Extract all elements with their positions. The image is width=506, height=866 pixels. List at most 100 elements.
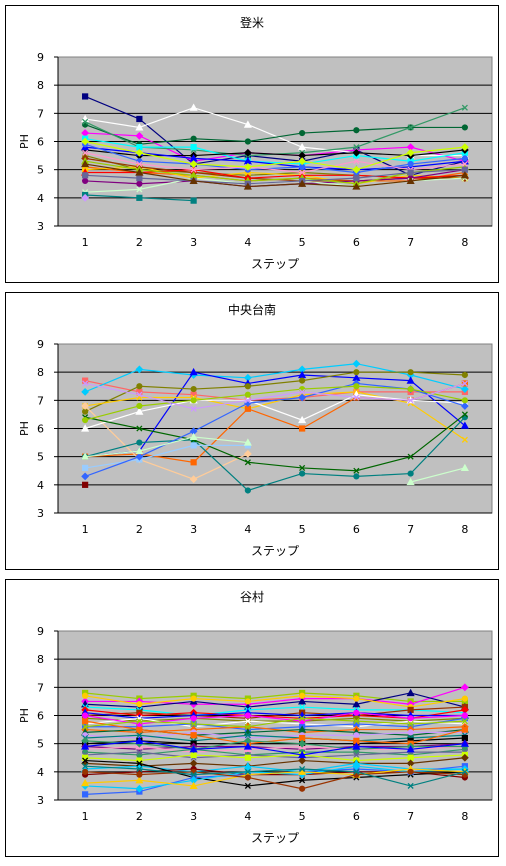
y-tick-label: 4: [37, 766, 44, 779]
data-point-marker: [353, 369, 360, 376]
series-line: [410, 467, 466, 483]
data-point-marker: [244, 712, 251, 719]
data-point-marker: [461, 104, 468, 111]
data-point-marker: [298, 415, 307, 424]
series-line: [85, 734, 465, 742]
data-point-marker: [82, 768, 89, 775]
series-line: [85, 762, 465, 773]
series-line: [84, 143, 465, 174]
data-point-marker: [136, 180, 143, 187]
chart-title: 谷村: [239, 590, 264, 604]
data-point-marker: [82, 416, 89, 424]
data-point-marker: [81, 778, 90, 787]
data-point-marker: [460, 171, 469, 179]
line-chart-svg: 3 4 5 6 7 8 9 1 2 3 4 5 6 7 8 ステップ PH: [18, 625, 493, 845]
data-point-marker: [299, 703, 306, 711]
data-point-marker: [298, 739, 307, 748]
data-point-marker: [81, 387, 90, 396]
data-point-marker: [81, 742, 90, 750]
x-tick-label: 1: [82, 236, 89, 249]
series-15: [82, 380, 468, 412]
x-tick-label: 2: [136, 236, 143, 249]
series-line: [84, 385, 465, 421]
series-line: [85, 413, 466, 472]
data-point-marker: [406, 148, 415, 157]
data-point-marker: [136, 760, 143, 767]
series-line: [84, 95, 466, 176]
data-point-marker: [407, 369, 414, 376]
data-point-marker: [352, 762, 361, 771]
x-tick-label: 5: [299, 810, 306, 823]
data-point-marker: [136, 186, 143, 193]
data-point-marker: [136, 383, 143, 390]
data-point-marker: [244, 723, 251, 730]
data-point-marker: [135, 407, 144, 415]
data-point-marker: [460, 683, 469, 692]
series-line: [85, 754, 465, 762]
data-point-marker: [298, 393, 307, 402]
data-point-marker: [82, 149, 89, 156]
data-point-marker: [299, 388, 306, 395]
data-point-marker: [460, 753, 469, 762]
y-tick-label: 9: [37, 625, 44, 638]
data-point-marker: [461, 155, 468, 162]
x-tick-label: 7: [407, 523, 414, 536]
data-point-marker: [190, 732, 197, 739]
series-line: [85, 737, 465, 745]
series-line: [84, 405, 249, 480]
series-4: [82, 692, 468, 711]
data-point-marker: [298, 756, 307, 765]
data-point-marker: [353, 158, 360, 165]
data-point-marker: [243, 742, 252, 750]
data-point-marker: [244, 732, 251, 739]
x-tick-label: 4: [244, 810, 251, 823]
data-point-marker: [353, 127, 360, 134]
y-axis-label: PH: [18, 421, 31, 436]
data-point-marker: [136, 194, 143, 201]
data-point-marker: [353, 175, 360, 182]
series-17: [81, 193, 90, 202]
y-tick-label: 6: [37, 710, 44, 723]
y-tick-label: 5: [37, 164, 44, 177]
y-tick-label: 8: [37, 79, 44, 92]
x-axis-label: ステップ: [251, 257, 299, 271]
y-tick-label: 5: [37, 451, 44, 464]
data-point-marker: [407, 720, 414, 728]
data-point-marker: [353, 144, 360, 151]
series-line: [85, 371, 466, 458]
series-line: [85, 720, 466, 745]
series-4: [82, 369, 468, 415]
data-point-marker: [189, 745, 198, 753]
data-point-marker: [189, 781, 198, 790]
data-point-marker: [299, 692, 306, 699]
chart-panel-tome: 登米 3 4 5 6 7 8 9 1 2 3 4 5 6 7 8 ステップ PH: [5, 5, 499, 283]
data-point-marker: [81, 452, 90, 460]
data-point-marker: [244, 698, 251, 705]
data-point-marker: [136, 749, 143, 756]
data-point-marker: [407, 385, 414, 393]
data-point-marker: [81, 402, 90, 410]
series-line: [84, 371, 465, 413]
data-point-marker: [81, 137, 90, 146]
series-line: [85, 712, 465, 725]
series-31: [82, 718, 468, 747]
data-point-marker: [190, 459, 197, 466]
data-point-marker: [407, 715, 414, 722]
series-line: [85, 380, 465, 401]
data-point-marker: [190, 385, 197, 393]
series-line: [85, 169, 465, 185]
line-chart-svg: 3 4 5 6 7 8 9 1 2 3 4 5 6 7 8 ステップ PH: [18, 51, 493, 271]
data-point-marker: [407, 768, 414, 775]
data-point-marker: [81, 424, 90, 432]
data-point-marker: [460, 385, 469, 393]
series-line: [85, 382, 466, 410]
data-point-marker: [190, 135, 197, 142]
data-point-marker: [353, 751, 360, 758]
series-line: [85, 706, 465, 719]
data-point-marker: [189, 176, 198, 185]
data-point-marker: [461, 371, 468, 379]
data-point-marker: [407, 729, 414, 736]
x-tick-label: 2: [136, 523, 143, 536]
y-tick-label: 3: [37, 794, 44, 807]
data-point-marker: [461, 768, 468, 775]
